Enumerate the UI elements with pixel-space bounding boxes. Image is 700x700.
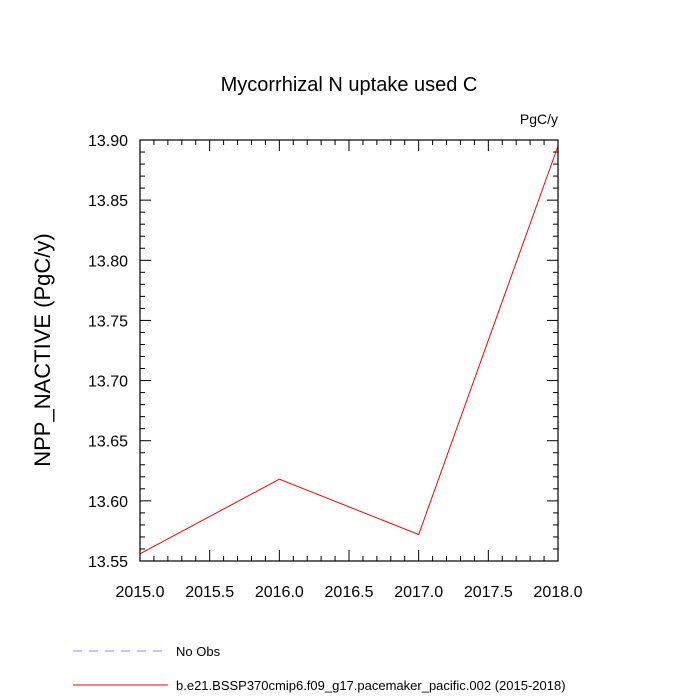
- x-tick-label: 2018.0: [534, 584, 583, 601]
- series-line: [139, 145, 559, 555]
- plot-frame: [139, 139, 559, 562]
- y-tick-label: 13.60: [88, 494, 128, 511]
- axis-ticks: [139, 139, 559, 562]
- x-tick-label: 2015.0: [116, 584, 165, 601]
- y-tick-label: 13.75: [88, 313, 128, 330]
- y-tick-label: 13.90: [88, 133, 128, 150]
- legend: No Obs b.e21.BSSP370cmip6.f09_g17.pacemak…: [73, 644, 566, 693]
- y-tick-label: 13.85: [88, 193, 128, 210]
- chart-title: Mycorrhizal N uptake used C: [221, 74, 478, 96]
- y-tick-label: 13.55: [88, 554, 128, 571]
- y-tick-label: 13.80: [88, 253, 128, 270]
- plot-series: [139, 145, 559, 555]
- x-tick-label: 2016.5: [325, 584, 374, 601]
- legend-label: b.e21.BSSP370cmip6.f09_g17.pacemaker_pac…: [176, 678, 566, 693]
- units-label: PgC/y: [520, 111, 558, 127]
- x-tick-label: 2016.0: [255, 584, 304, 601]
- x-tick-label: 2017.0: [394, 584, 443, 601]
- y-tick-label: 13.65: [88, 434, 128, 451]
- x-tick-label: 2017.5: [464, 584, 513, 601]
- legend-label: No Obs: [176, 644, 221, 659]
- y-axis-label: NPP_NACTIVE (PgC/y): [30, 233, 55, 467]
- y-tick-labels: 13.55 13.60 13.65 13.70 13.75 13.80 13.85 13.90: [88, 133, 128, 571]
- y-tick-label: 13.70: [88, 374, 128, 391]
- x-tick-labels: 2015.0 2015.5 2016.0 2016.5 2017.0 2017.5 2018…: [116, 584, 583, 601]
- x-tick-label: 2015.5: [185, 584, 234, 601]
